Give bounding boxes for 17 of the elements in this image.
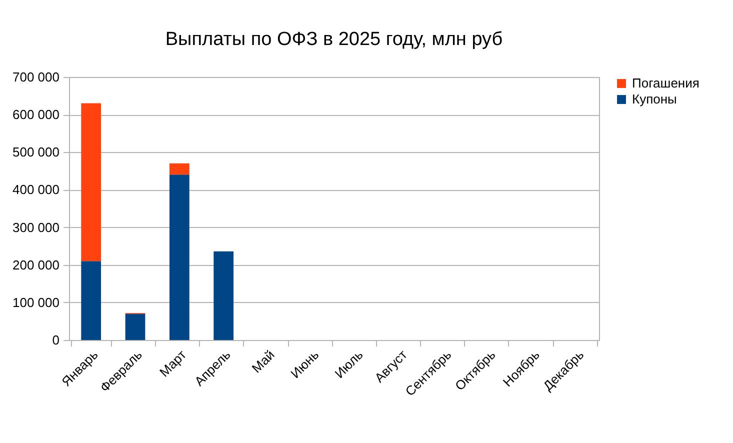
- bar: [81, 261, 102, 340]
- y-tick-label: 0: [52, 332, 60, 348]
- y-tick-label: 600 000: [12, 107, 60, 122]
- y-tick-label: 500 000: [12, 144, 60, 160]
- y-tick-label: 200 000: [12, 257, 60, 272]
- legend-label: Купоны: [632, 92, 677, 106]
- chart-title: Выплаты по ОФЗ в 2025 году, млн руб: [165, 29, 503, 50]
- y-tick-label: 700 000: [12, 70, 60, 84]
- bar: [169, 174, 190, 340]
- bar: [214, 251, 234, 340]
- y-tick-label: 100 000: [12, 294, 60, 310]
- bar: [169, 163, 190, 175]
- bar: [125, 314, 146, 340]
- bar: [81, 103, 102, 262]
- y-tick-label: 400 000: [12, 182, 60, 198]
- legend-label: Погашения: [632, 76, 700, 90]
- y-tick-label: 300 000: [12, 220, 60, 235]
